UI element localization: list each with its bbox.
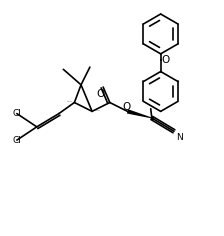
Text: O: O [122, 102, 131, 112]
Text: Cl: Cl [13, 136, 21, 145]
Text: O: O [97, 89, 105, 99]
Polygon shape [127, 109, 152, 118]
Text: Cl: Cl [13, 109, 21, 118]
Text: N: N [176, 134, 183, 143]
Text: O: O [161, 55, 169, 65]
Text: ···: ··· [94, 108, 100, 113]
Text: ···: ··· [66, 99, 72, 104]
